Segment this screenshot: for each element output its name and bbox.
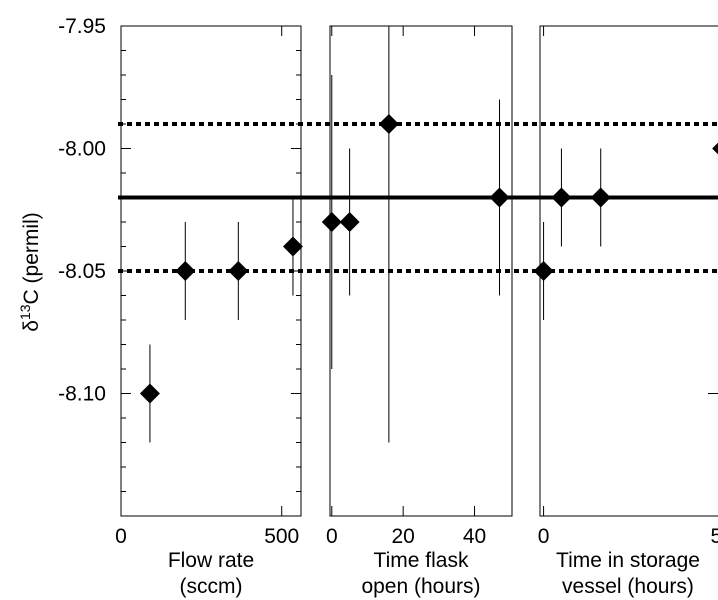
data-point [590, 187, 611, 208]
x-axis-title: Flow rate [168, 549, 254, 572]
y-axis-title-superscript: 13 [17, 304, 33, 320]
data-point [489, 187, 510, 208]
data-point [139, 383, 160, 404]
y-axis-title-prefix: δ [20, 320, 43, 332]
data-point [228, 261, 249, 281]
data-point [339, 212, 360, 232]
x-tick-label: 0 [326, 525, 338, 548]
y-tick-label: -7.95 [58, 15, 106, 38]
x-tick-label: 40 [463, 525, 486, 548]
y-tick-label: -8.05 [58, 260, 106, 283]
x-axis-title: Time in storage [556, 549, 700, 572]
x-tick-label: 0 [115, 525, 127, 548]
x-tick-label: 500 [264, 525, 299, 548]
y-tick-label: -8.00 [58, 138, 106, 161]
x-axis-title: (sccm) [180, 575, 243, 598]
x-tick-label: 20 [391, 525, 414, 548]
axis-ticks [120, 25, 718, 517]
y-axis-title: δ13C (permil) [17, 212, 43, 331]
data-points [139, 114, 718, 404]
data-point [321, 212, 342, 232]
data-point [175, 261, 196, 281]
x-axis-title: open (hours) [361, 575, 480, 598]
y-tick-label: -8.10 [58, 383, 106, 406]
reference-lines [118, 122, 718, 273]
y-axis-title-suffix: C (permil) [20, 212, 43, 304]
panel-frame [329, 25, 513, 517]
x-axis-title: vessel (hours) [562, 575, 694, 598]
data-point [282, 236, 303, 257]
x-tick-label: 0 [538, 525, 550, 548]
panel-frame [539, 25, 718, 517]
data-point [533, 261, 554, 281]
data-point [378, 114, 399, 134]
data-point [712, 142, 718, 155]
x-tick-label: 50 [710, 525, 718, 548]
x-axis-title: Time flask [374, 549, 469, 572]
error-bars [149, 26, 602, 443]
data-point [551, 187, 572, 208]
